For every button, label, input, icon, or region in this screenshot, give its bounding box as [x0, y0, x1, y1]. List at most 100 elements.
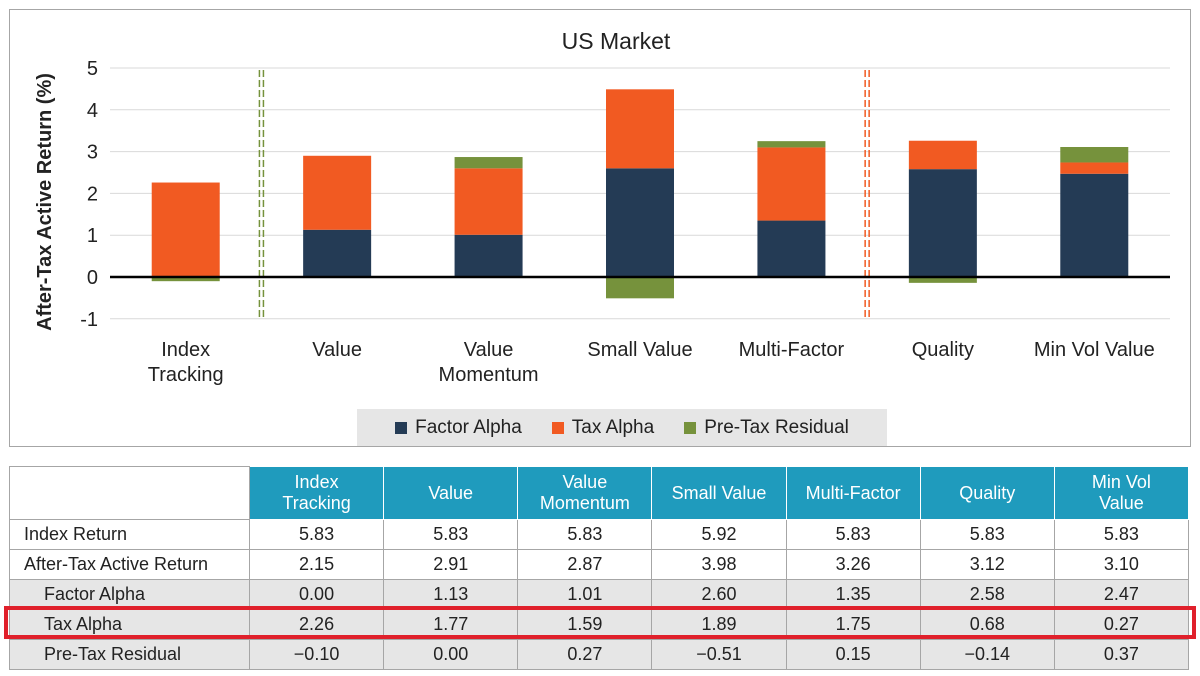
table-row: Index Return 5.83 5.83 5.83 5.92 5.83 5.83 5.83 [9, 519, 1190, 550]
x-tick-label: Small Value [587, 339, 692, 361]
table-row: Pre-Tax Residual −0.10 0.00 0.27 −0.51 0.15 −0… [9, 639, 1190, 670]
bar-pre-tax-residual [454, 157, 523, 169]
table-cell: 0.27 [517, 639, 653, 670]
table-cell: 1.59 [517, 609, 653, 640]
table-cell: 2.58 [919, 579, 1055, 610]
table-cell: 2.47 [1053, 579, 1190, 610]
x-tick-label: Min Vol Value [1034, 339, 1155, 361]
legend-label: Tax Alpha [571, 416, 655, 438]
table-cell: 5.83 [1053, 519, 1190, 550]
x-tick-label: Multi-Factor [739, 339, 845, 361]
column-header: Index Tracking [248, 466, 385, 520]
bar-pre-tax-residual [908, 277, 977, 283]
bar-factor-alpha [303, 229, 372, 277]
table-row: After-Tax Active Return 2.15 2.91 2.87 3.98 3… [9, 549, 1190, 580]
bar-pre-tax-residual [151, 277, 220, 282]
stacked-bar-chart: US Market After-Tax Active Return (%) -1… [34, 28, 1170, 386]
table-cell: 5.83 [248, 519, 385, 550]
table-cell: 1.77 [383, 609, 519, 640]
table-cell: 2.87 [517, 549, 653, 580]
column-header: Value Momentum [517, 466, 653, 520]
table-cell: 2.15 [248, 549, 385, 580]
table-cell: −0.14 [919, 639, 1055, 670]
bar-tax-alpha [908, 140, 977, 170]
legend-swatch [684, 421, 697, 434]
row-label: Factor Alpha [9, 579, 250, 610]
bar-tax-alpha [1060, 162, 1129, 174]
table-cell: 3.98 [651, 549, 787, 580]
row-label: After-Tax Active Return [9, 549, 250, 580]
legend-item-factor-alpha: Factor Alpha [395, 417, 522, 439]
bar-pre-tax-residual [757, 141, 826, 148]
row-label: Tax Alpha [9, 609, 250, 640]
bar-tax-alpha [151, 182, 220, 277]
y-tick-label: 3 [87, 142, 98, 164]
table-row: Factor Alpha 0.00 1.13 1.01 2.60 1.35 2.58 2.47 [9, 579, 1190, 610]
table-cell: 5.92 [651, 519, 787, 550]
x-tick-label: Index Tracking [148, 339, 224, 386]
table-cell: 3.26 [785, 549, 921, 580]
legend-item-pre-tax-residual: Pre-Tax Residual [684, 417, 849, 439]
bar-tax-alpha [757, 147, 826, 221]
chart-title: US Market [562, 28, 671, 54]
x-tick-label: Quality [912, 339, 974, 361]
table-cell: 1.13 [383, 579, 519, 610]
table-corner-cell [9, 466, 250, 520]
column-header: Small Value [651, 466, 787, 520]
table-cell: 0.00 [383, 639, 519, 670]
y-tick-label: 1 [87, 225, 98, 247]
table-cell: 5.83 [919, 519, 1055, 550]
bar-tax-alpha [454, 168, 523, 235]
y-tick-label: 5 [87, 58, 98, 80]
table-cell: 0.68 [919, 609, 1055, 640]
table-cell: 5.83 [517, 519, 653, 550]
bar-factor-alpha [1060, 173, 1129, 277]
column-header: Value [383, 466, 519, 520]
x-tick-label: Value Momentum [439, 339, 539, 386]
table-cell: 5.83 [383, 519, 519, 550]
x-tick-label: Value [312, 339, 362, 361]
chart-legend: Factor Alpha Tax Alpha Pre-Tax Residual [357, 409, 887, 446]
column-header: Multi-Factor [785, 466, 921, 520]
table-cell: 2.91 [383, 549, 519, 580]
legend-label: Pre-Tax Residual [704, 416, 849, 438]
table-cell: 1.01 [517, 579, 653, 610]
bar-pre-tax-residual [606, 277, 674, 299]
table-row: Tax Alpha 2.26 1.77 1.59 1.89 1.75 0.68 0.27 [9, 609, 1190, 640]
table-cell: 2.26 [248, 609, 385, 640]
table-cell: 3.12 [919, 549, 1055, 580]
table-cell: −0.10 [248, 639, 385, 670]
table-cell: 5.83 [785, 519, 921, 550]
table-cell: 0.27 [1053, 609, 1190, 640]
bar-factor-alpha [757, 220, 826, 277]
y-axis-label: After-Tax Active Return (%) [34, 73, 56, 331]
bar-factor-alpha [454, 234, 523, 277]
row-label: Pre-Tax Residual [9, 639, 250, 670]
legend-label: Factor Alpha [415, 416, 522, 438]
column-header: Min Vol Value [1053, 466, 1190, 520]
bar-tax-alpha [303, 155, 372, 230]
table-cell: 0.37 [1053, 639, 1190, 670]
table-cell: 1.75 [785, 609, 921, 640]
legend-swatch [551, 421, 564, 434]
table-cell: 0.00 [248, 579, 385, 610]
bar-tax-alpha [606, 89, 674, 169]
table-cell: 0.15 [785, 639, 921, 670]
table-header-row: Index Tracking Value Value Momentum Small … [9, 466, 1190, 520]
table-cell: −0.51 [651, 639, 787, 670]
y-tick-label: -1 [80, 309, 98, 331]
row-label: Index Return [9, 519, 250, 550]
data-table: Index Tracking Value Value Momentum Small … [9, 466, 1190, 670]
table-cell: 1.89 [651, 609, 787, 640]
bar-factor-alpha [908, 169, 977, 277]
table-cell: 2.60 [651, 579, 787, 610]
bar-pre-tax-residual [1060, 147, 1129, 163]
table-cell: 1.35 [785, 579, 921, 610]
legend-swatch [395, 421, 408, 434]
legend-item-tax-alpha: Tax Alpha [551, 416, 655, 439]
y-tick-label: 2 [87, 183, 98, 205]
chart-frame: US Market After-Tax Active Return (%) -1… [9, 9, 1191, 447]
y-tick-label: 4 [87, 100, 98, 122]
y-tick-label: 0 [87, 267, 98, 289]
table-cell: 3.10 [1053, 549, 1190, 580]
